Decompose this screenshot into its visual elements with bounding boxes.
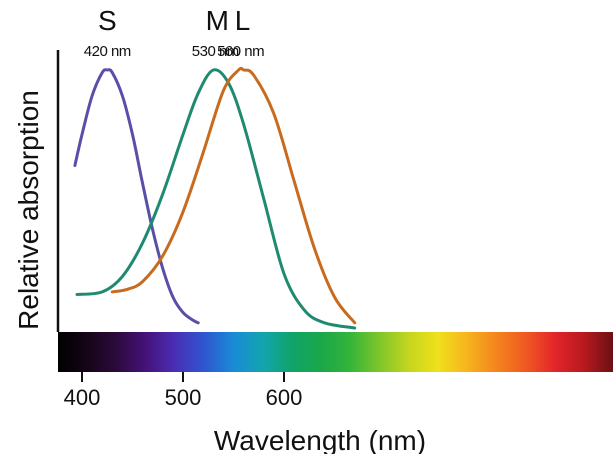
curve-group [75,68,355,328]
x-tick-label: 600 [266,385,303,410]
spectrum-bar [58,332,613,372]
series-line-l [112,68,354,323]
series-name-label-s: S [98,5,117,36]
x-tick-label: 500 [165,385,202,410]
x-axis-title: Wavelength (nm) [214,425,426,454]
peak-wavelength-label-s: 420 nm [84,43,131,60]
peak-wavelength-label-l: 560 nm [217,43,264,60]
series-name-label-l: L [235,5,251,36]
x-tick-group: 400 500 600 [64,372,303,410]
series-name-label-m: M [206,5,229,36]
x-tick-label: 400 [64,385,101,410]
y-axis-title: Relative absorption [13,90,44,330]
